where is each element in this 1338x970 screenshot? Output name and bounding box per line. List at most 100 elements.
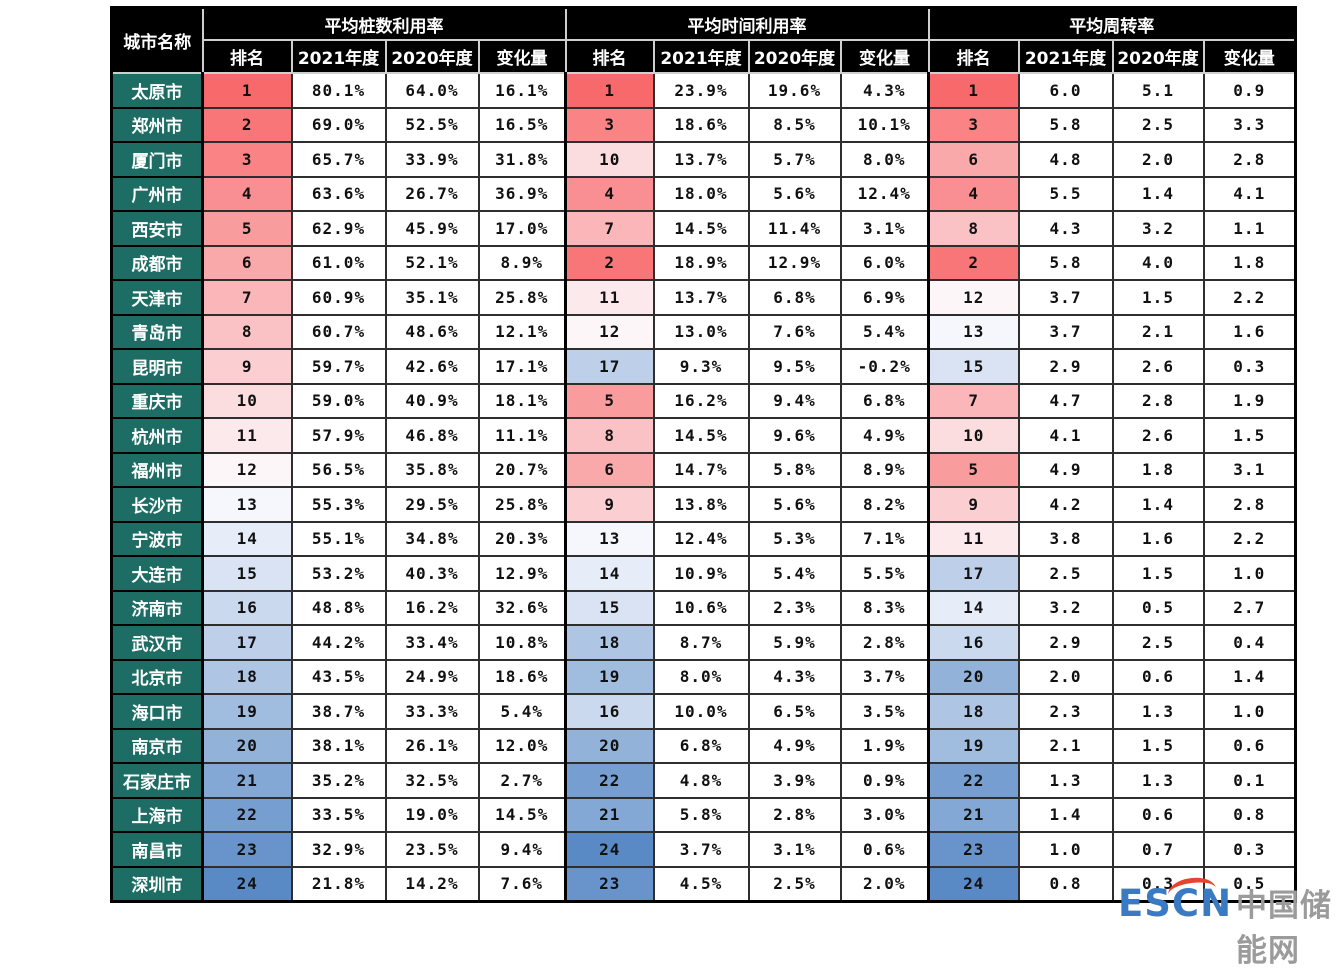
- change-cell: 17.0%: [477, 210, 567, 247]
- group-header-pile-utilization: 平均桩数利用率: [201, 6, 567, 41]
- rank-cell: 1: [564, 72, 655, 109]
- change-cell: 0.6: [1202, 727, 1297, 764]
- table-row: 昆明市 9 59.7% 42.6% 17.1% 17 9.3% 9.5% -0.2% 15 2.9 2…: [110, 348, 1297, 385]
- value-2021-cell: 4.3: [1017, 210, 1114, 247]
- value-2020-cell: 5.4%: [747, 555, 842, 592]
- value-2020-cell: 8.5%: [747, 106, 842, 143]
- value-2020-cell: 4.3%: [747, 658, 842, 695]
- value-2021-cell: 35.2%: [290, 762, 387, 799]
- value-2020-cell: 33.4%: [384, 624, 480, 661]
- value-2020-cell: 1.4: [1111, 175, 1205, 212]
- rank-cell: 11: [564, 279, 655, 316]
- change-cell: 2.2: [1202, 279, 1297, 316]
- value-2021-cell: 59.7%: [290, 348, 387, 385]
- table-row: 郑州市 2 69.0% 52.5% 16.5% 3 18.6% 8.5% 10.1% 3 5.8 2.…: [110, 106, 1297, 143]
- value-2020-cell: 19.6%: [747, 72, 842, 109]
- city-name-cell: 厦门市: [110, 141, 204, 178]
- rank-cell: 21: [927, 796, 1020, 833]
- city-name-cell: 西安市: [110, 210, 204, 247]
- rank-cell: 10: [201, 382, 293, 419]
- city-name-cell: 太原市: [110, 72, 204, 109]
- value-2021-cell: 55.3%: [290, 486, 387, 523]
- change-cell: 2.7: [1202, 589, 1297, 626]
- city-name-cell: 成都市: [110, 244, 204, 281]
- value-2021-cell: 14.7%: [652, 451, 750, 488]
- rank-cell: 4: [927, 175, 1020, 212]
- rank-cell: 17: [201, 624, 293, 661]
- col-header-rank: 排名: [927, 39, 1020, 74]
- value-2021-cell: 14.5%: [652, 210, 750, 247]
- rank-cell: 5: [564, 382, 655, 419]
- value-2021-cell: 0.8: [1017, 865, 1114, 903]
- city-name-cell: 广州市: [110, 175, 204, 212]
- value-2021-cell: 43.5%: [290, 658, 387, 695]
- group-header-row: 城市名称 平均桩数利用率 平均时间利用率 平均周转率: [110, 6, 1297, 74]
- rank-cell: 11: [927, 520, 1020, 557]
- value-2021-cell: 1.0: [1017, 831, 1114, 868]
- table-row: 海口市 19 38.7% 33.3% 5.4% 16 10.0% 6.5% 3.5% 18 2.3 1…: [110, 693, 1297, 730]
- value-2021-cell: 10.6%: [652, 589, 750, 626]
- value-2021-cell: 23.9%: [652, 72, 750, 109]
- value-2020-cell: 2.6: [1111, 417, 1205, 454]
- rank-cell: 15: [927, 348, 1020, 385]
- value-2020-cell: 1.5: [1111, 727, 1205, 764]
- value-2021-cell: 18.9%: [652, 244, 750, 281]
- value-2020-cell: 1.5: [1111, 279, 1205, 316]
- value-2020-cell: 5.3%: [747, 520, 842, 557]
- change-cell: 18.6%: [477, 658, 567, 695]
- value-2021-cell: 4.1: [1017, 417, 1114, 454]
- col-header-2020: 2020年度: [384, 39, 480, 74]
- value-2021-cell: 3.7: [1017, 279, 1114, 316]
- value-2020-cell: 5.8%: [747, 451, 842, 488]
- city-name-cell: 石家庄市: [110, 762, 204, 799]
- data-table: 城市名称 平均桩数利用率 平均时间利用率 平均周转率 排名 2021年度 202…: [110, 6, 1297, 903]
- rank-cell: 24: [564, 831, 655, 868]
- city-utilization-table: 城市名称 平均桩数利用率 平均时间利用率 平均周转率 排名 2021年度 202…: [110, 6, 1297, 903]
- rank-cell: 20: [927, 658, 1020, 695]
- table-row: 天津市 7 60.9% 35.1% 25.8% 11 13.7% 6.8% 6.9% 12 3.7 1…: [110, 279, 1297, 316]
- change-cell: 6.8%: [839, 382, 930, 419]
- change-cell: 2.8: [1202, 486, 1297, 523]
- value-2021-cell: 4.5%: [652, 865, 750, 903]
- table-row: 上海市 22 33.5% 19.0% 14.5% 21 5.8% 2.8% 3.0% 21 1.4 0…: [110, 796, 1297, 833]
- value-2021-cell: 4.9: [1017, 451, 1114, 488]
- value-2020-cell: 2.8%: [747, 796, 842, 833]
- rank-cell: 22: [927, 762, 1020, 799]
- city-name-cell: 武汉市: [110, 624, 204, 661]
- rank-cell: 13: [927, 313, 1020, 350]
- value-2021-cell: 13.0%: [652, 313, 750, 350]
- value-2020-cell: 7.6%: [747, 313, 842, 350]
- value-2021-cell: 65.7%: [290, 141, 387, 178]
- rank-cell: 6: [927, 141, 1020, 178]
- rank-cell: 14: [201, 520, 293, 557]
- value-2021-cell: 14.5%: [652, 417, 750, 454]
- rank-cell: 3: [927, 106, 1020, 143]
- value-2021-cell: 4.2: [1017, 486, 1114, 523]
- table-row: 太原市 1 80.1% 64.0% 16.1% 1 23.9% 19.6% 4.3% 1 6.0 5.…: [110, 72, 1297, 109]
- change-cell: 5.5%: [839, 555, 930, 592]
- change-cell: 2.8: [1202, 141, 1297, 178]
- value-2021-cell: 60.7%: [290, 313, 387, 350]
- value-2021-cell: 63.6%: [290, 175, 387, 212]
- change-cell: 36.9%: [477, 175, 567, 212]
- value-2020-cell: 11.4%: [747, 210, 842, 247]
- rank-cell: 15: [564, 589, 655, 626]
- value-2021-cell: 1.4: [1017, 796, 1114, 833]
- change-cell: 1.0: [1202, 693, 1297, 730]
- change-cell: 1.0: [1202, 555, 1297, 592]
- change-cell: 3.0%: [839, 796, 930, 833]
- rank-cell: 11: [201, 417, 293, 454]
- rank-cell: 5: [927, 451, 1020, 488]
- value-2020-cell: 52.1%: [384, 244, 480, 281]
- rank-cell: 12: [201, 451, 293, 488]
- value-2021-cell: 60.9%: [290, 279, 387, 316]
- rank-cell: 1: [201, 72, 293, 109]
- change-cell: 31.8%: [477, 141, 567, 178]
- city-column-header: 城市名称: [110, 6, 204, 74]
- city-name-cell: 郑州市: [110, 106, 204, 143]
- city-name-cell: 重庆市: [110, 382, 204, 419]
- value-2020-cell: 23.5%: [384, 831, 480, 868]
- rank-cell: 2: [564, 244, 655, 281]
- change-cell: 1.5: [1202, 417, 1297, 454]
- value-2021-cell: 16.2%: [652, 382, 750, 419]
